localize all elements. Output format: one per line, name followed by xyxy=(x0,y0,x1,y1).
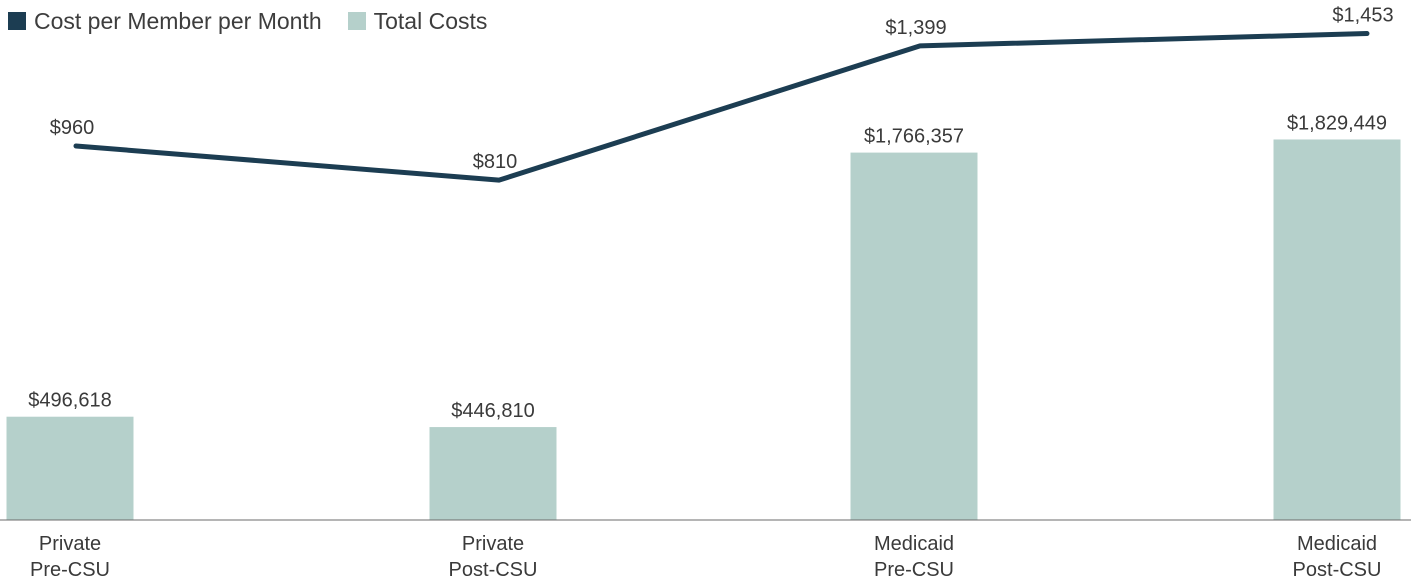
legend-swatch-cpmpm xyxy=(8,12,26,30)
bar-label-total-costs-2: $1,766,357 xyxy=(864,126,964,148)
x-tick-label-3-line-1: Medicaid xyxy=(1297,533,1377,555)
line-label-cost-per-member-2: $1,399 xyxy=(885,17,946,39)
legend-label-cpmpm: Cost per Member per Month xyxy=(34,7,322,34)
legend-swatch-total-costs xyxy=(347,12,366,30)
legend-item-cpmpm: Cost per Member per Month xyxy=(8,8,322,35)
x-tick-label-1-line-2: Post-CSU xyxy=(449,559,538,580)
line-label-cost-per-member-3: $1,453 xyxy=(1332,5,1393,27)
chart-legend: Cost per Member per Month Total Costs xyxy=(8,6,513,36)
x-tick-label-1-line-1: Private xyxy=(462,533,524,555)
bar-label-total-costs-1: $446,810 xyxy=(451,400,534,422)
x-tick-label-2-line-2: Pre-CSU xyxy=(874,559,954,580)
legend-label-total-costs: Total Costs xyxy=(373,7,488,34)
x-tick-label-2-line-1: Medicaid xyxy=(874,533,954,555)
bar-label-total-costs-0: $496,618 xyxy=(28,390,111,412)
x-tick-label-0-line-1: Private xyxy=(39,533,101,555)
line-label-cost-per-member-0: $960 xyxy=(50,117,95,139)
line-label-cost-per-member-1: $810 xyxy=(473,151,518,173)
line-cost-per-member xyxy=(73,31,1370,183)
bar-total-costs-0 xyxy=(6,416,134,520)
bar-total-costs-2 xyxy=(850,152,978,520)
x-tick-label-3-line-2: Post-CSU xyxy=(1293,559,1382,580)
bar-total-costs-3 xyxy=(1273,139,1401,520)
bar-label-total-costs-3: $1,829,449 xyxy=(1287,112,1387,134)
legend-item-total-costs: Total Costs xyxy=(347,7,488,35)
bar-total-costs-1 xyxy=(429,427,557,520)
x-tick-label-0-line-2: Pre-CSU xyxy=(30,559,110,580)
